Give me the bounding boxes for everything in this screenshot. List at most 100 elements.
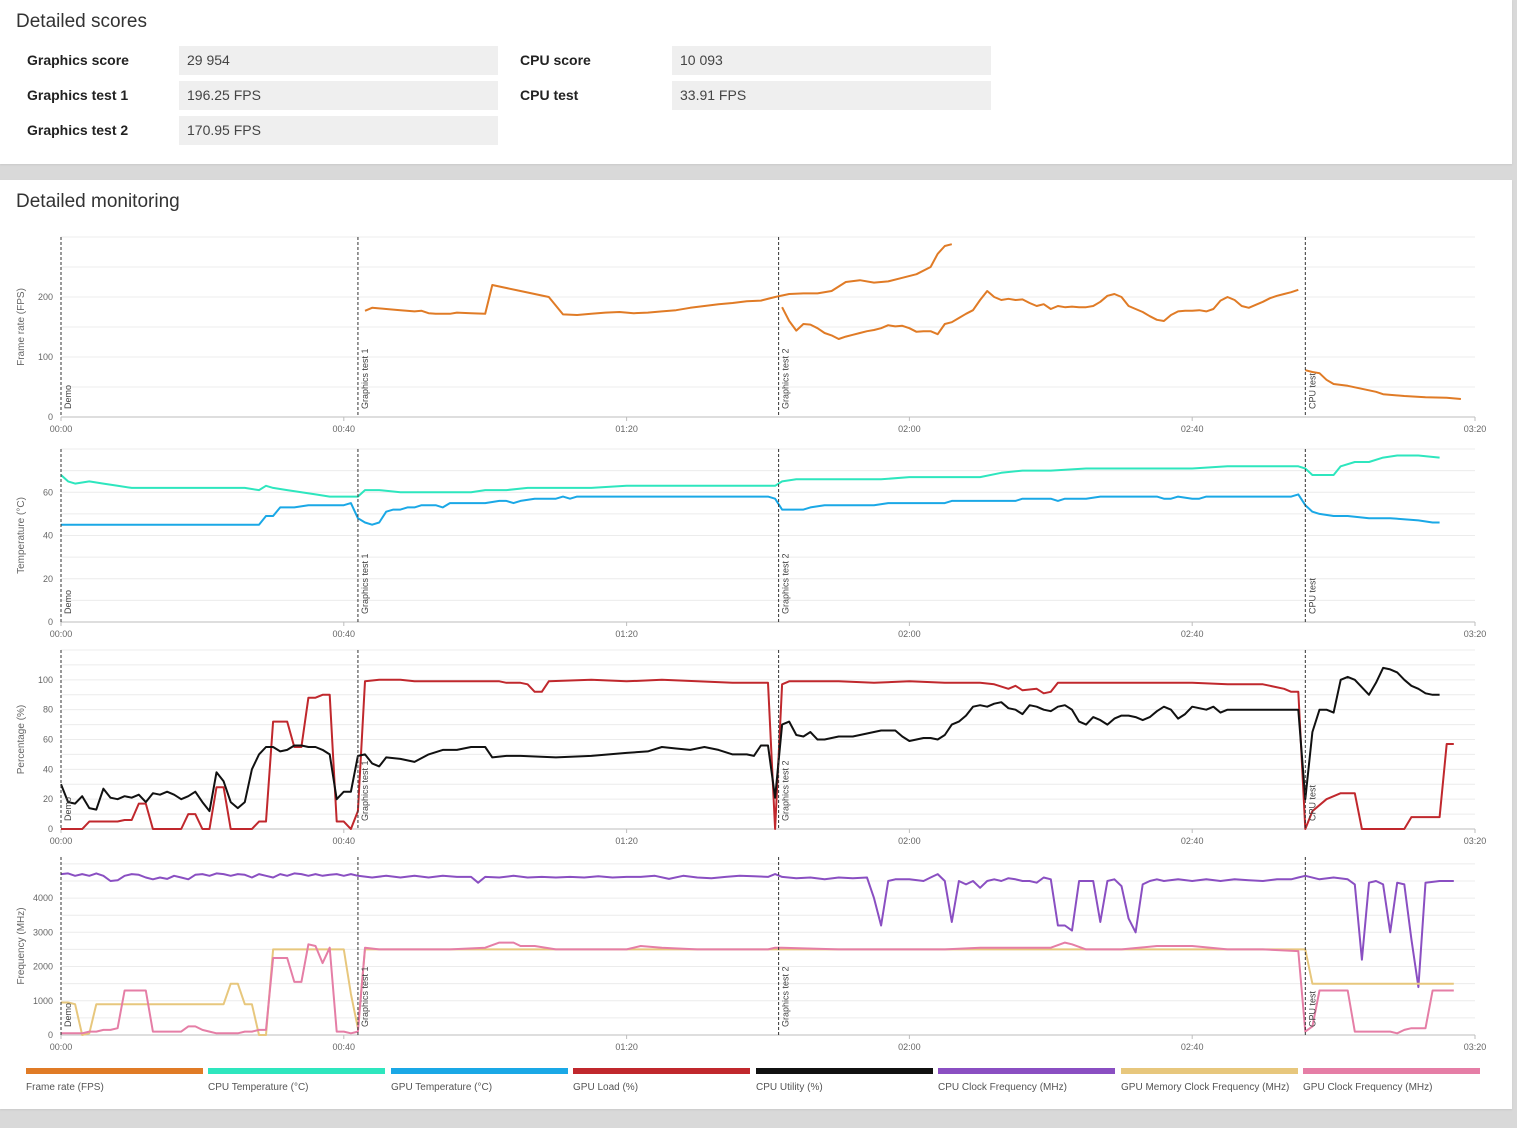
series-line: [61, 678, 1454, 830]
y-tick-label: 1000: [33, 996, 53, 1006]
legend-swatch: [756, 1068, 933, 1074]
x-tick-label: 00:40: [333, 424, 356, 434]
y-tick-label: 20: [43, 574, 53, 584]
x-tick-label: 00:40: [333, 836, 356, 846]
x-tick-label: 00:00: [50, 424, 73, 434]
test-marker-label: CPU test: [1307, 990, 1317, 1027]
y-tick-label: 80: [43, 705, 53, 715]
x-tick-label: 02:40: [1181, 424, 1204, 434]
legend-item-cpu-clock[interactable]: CPU Clock Frequency (MHz): [938, 1068, 1115, 1093]
test-marker-label: Demo: [63, 797, 73, 821]
series-line: [60, 454, 1440, 498]
legend-label: Frame rate (FPS): [26, 1082, 104, 1093]
graphics-test-2-value: 170.95 FPS: [179, 116, 498, 145]
test-marker-label: Graphics test 2: [781, 348, 791, 409]
x-tick-label: 03:20: [1464, 836, 1487, 846]
legend-label: GPU Load (%): [573, 1082, 639, 1093]
legend-swatch: [573, 1068, 750, 1074]
y-tick-label: 2000: [33, 962, 53, 972]
test-marker-label: Graphics test 1: [360, 760, 370, 821]
x-tick-label: 03:20: [1464, 424, 1487, 434]
y-axis-label: Percentage (%): [16, 705, 27, 774]
x-tick-label: 02:40: [1181, 1042, 1204, 1052]
y-tick-label: 60: [43, 487, 53, 497]
y-tick-label: 100: [38, 352, 53, 362]
x-tick-label: 02:40: [1181, 629, 1204, 639]
legend-swatch: [208, 1068, 385, 1074]
y-tick-label: 0: [48, 412, 53, 422]
y-axis-label: Frequency (MHz): [16, 907, 27, 984]
x-tick-label: 02:40: [1181, 836, 1204, 846]
x-tick-label: 03:20: [1464, 629, 1487, 639]
legend-item-cpu-utility[interactable]: CPU Utility (%): [756, 1068, 933, 1093]
legend-label: CPU Utility (%): [756, 1082, 823, 1093]
x-tick-label: 01:20: [615, 629, 638, 639]
x-tick-label: 02:00: [898, 424, 921, 434]
x-tick-label: 02:00: [898, 836, 921, 846]
y-tick-label: 0: [48, 617, 53, 627]
y-tick-label: 200: [38, 292, 53, 302]
cpu-score-value: 10 093: [672, 46, 991, 75]
x-tick-label: 00:00: [50, 836, 73, 846]
legend-label: CPU Temperature (°C): [208, 1082, 309, 1093]
x-tick-label: 01:20: [615, 1042, 638, 1052]
graphics-test-1-label: Graphics test 1: [27, 87, 129, 103]
graphics-test-2-label: Graphics test 2: [27, 122, 129, 138]
legend-label: GPU Temperature (°C): [391, 1082, 493, 1093]
cpu-score-label: CPU score: [520, 52, 591, 68]
test-marker-label: Graphics test 1: [360, 348, 370, 409]
graphics-score-label: Graphics score: [27, 52, 129, 68]
series-line: [781, 288, 1299, 340]
y-tick-label: 40: [43, 531, 53, 541]
legend-item-gpu-memory-clock[interactable]: GPU Memory Clock Frequency (MHz): [1121, 1068, 1298, 1093]
y-tick-label: 0: [48, 824, 53, 834]
y-tick-label: 20: [43, 794, 53, 804]
cpu-test-label: CPU test: [520, 87, 579, 103]
detailed-monitoring-panel: Detailed monitoring: [0, 180, 1512, 1109]
legend-swatch: [391, 1068, 568, 1074]
y-tick-label: 3000: [33, 927, 53, 937]
test-marker-label: Graphics test 2: [781, 760, 791, 821]
test-marker-label: CPU test: [1307, 577, 1317, 614]
legend-swatch: [1303, 1068, 1480, 1074]
test-marker-label: CPU test: [1307, 784, 1317, 821]
series-line: [1305, 369, 1461, 400]
y-tick-label: 40: [43, 764, 53, 774]
test-marker-label: Graphics test 2: [781, 553, 791, 614]
y-tick-label: 100: [38, 675, 53, 685]
series-line: [61, 493, 1440, 526]
test-marker-label: Graphics test 2: [781, 966, 791, 1027]
y-tick-label: 4000: [33, 893, 53, 903]
legend-item-frame-rate[interactable]: Frame rate (FPS): [26, 1068, 203, 1093]
legend-label: GPU Clock Frequency (MHz): [1303, 1082, 1433, 1093]
legend-item-gpu-temperature[interactable]: GPU Temperature (°C): [391, 1068, 568, 1093]
y-tick-label: 0: [48, 1030, 53, 1040]
legend-swatch: [1121, 1068, 1298, 1074]
legend-label: GPU Memory Clock Frequency (MHz): [1121, 1082, 1290, 1093]
x-tick-label: 00:40: [333, 629, 356, 639]
cpu-test-value: 33.91 FPS: [672, 81, 991, 110]
x-tick-label: 00:00: [50, 629, 73, 639]
test-marker-label: Demo: [63, 590, 73, 614]
series-line: [60, 872, 1454, 989]
legend-label: CPU Clock Frequency (MHz): [938, 1082, 1067, 1093]
x-tick-label: 02:00: [898, 629, 921, 639]
legend-item-gpu-load[interactable]: GPU Load (%): [573, 1068, 750, 1093]
x-tick-label: 01:20: [615, 836, 638, 846]
series-line: [364, 243, 953, 316]
graphics-test-1-value: 196.25 FPS: [179, 81, 498, 110]
test-marker-label: Demo: [63, 385, 73, 409]
y-tick-label: 60: [43, 735, 53, 745]
detailed-scores-title: Detailed scores: [16, 11, 147, 32]
detailed-monitoring-title: Detailed monitoring: [16, 191, 180, 212]
legend-item-gpu-clock[interactable]: GPU Clock Frequency (MHz): [1303, 1068, 1480, 1093]
x-tick-label: 00:40: [333, 1042, 356, 1052]
legend-item-cpu-temperature[interactable]: CPU Temperature (°C): [208, 1068, 385, 1093]
x-tick-label: 03:20: [1464, 1042, 1487, 1052]
test-marker-label: Graphics test 1: [360, 966, 370, 1027]
y-axis-label: Temperature (°C): [16, 497, 27, 574]
detailed-scores-panel: Detailed scores Graphics score 29 954 Gr…: [0, 0, 1512, 164]
x-tick-label: 02:00: [898, 1042, 921, 1052]
legend-swatch: [26, 1068, 203, 1074]
